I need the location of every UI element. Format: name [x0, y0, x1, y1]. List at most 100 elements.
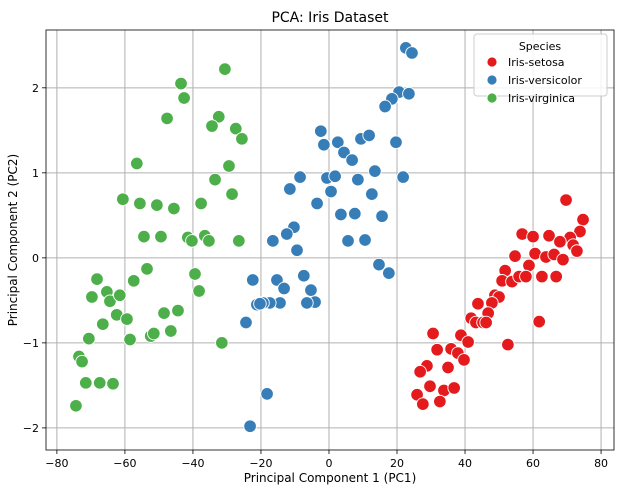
data-point-iris-virginica: [232, 234, 246, 248]
data-point-iris-setosa: [573, 224, 587, 239]
legend-marker: [486, 56, 498, 68]
data-point-iris-versicolor: [365, 187, 379, 201]
x-tick-label: −80: [45, 457, 68, 470]
data-point-iris-setosa: [447, 381, 461, 395]
legend-entry: Iris-versicolor: [508, 74, 582, 87]
data-point-iris-virginica: [174, 76, 188, 91]
data-point-iris-versicolor: [239, 315, 253, 330]
y-tick-label: 2: [32, 82, 39, 95]
data-point-iris-virginica: [202, 234, 216, 248]
data-point-iris-versicolor: [317, 138, 331, 152]
data-point-iris-virginica: [147, 326, 161, 341]
data-point-iris-versicolor: [297, 268, 311, 283]
y-tick-label: −1: [23, 337, 39, 350]
data-point-iris-virginica: [205, 119, 219, 133]
data-point-iris-virginica: [103, 294, 117, 308]
data-point-iris-virginica: [225, 187, 239, 201]
data-point-iris-versicolor: [334, 207, 348, 222]
data-point-iris-setosa: [501, 337, 515, 352]
data-point-iris-versicolor: [246, 273, 260, 287]
x-tick-label: −20: [249, 457, 272, 470]
data-point-iris-versicolor: [253, 297, 267, 311]
data-point-iris-virginica: [194, 196, 208, 211]
data-point-iris-versicolor: [293, 170, 307, 184]
legend-entry: Iris-virginica: [508, 92, 575, 105]
y-tick-label: −2: [23, 422, 39, 435]
data-point-iris-setosa: [423, 379, 437, 393]
data-point-iris-virginica: [123, 332, 137, 347]
data-point-iris-setosa: [457, 353, 471, 367]
data-point-iris-virginica: [127, 274, 141, 288]
legend-title: Species: [519, 40, 562, 53]
data-point-iris-versicolor: [372, 257, 386, 272]
data-point-iris-virginica: [85, 290, 99, 304]
data-point-iris-setosa: [526, 229, 540, 244]
data-point-iris-virginica: [120, 312, 134, 326]
x-tick-label: 60: [526, 457, 540, 470]
data-point-iris-virginica: [106, 376, 120, 391]
y-tick-label: 0: [32, 252, 39, 265]
data-point-iris-versicolor: [310, 196, 324, 211]
x-tick-label: −40: [181, 457, 204, 470]
legend-marker: [486, 92, 498, 104]
data-point-iris-virginica: [82, 331, 96, 346]
data-point-iris-setosa: [508, 249, 522, 263]
data-point-iris-virginica: [188, 267, 202, 281]
data-point-iris-virginica: [160, 111, 174, 126]
data-point-iris-virginica: [171, 303, 185, 318]
data-point-iris-setosa: [416, 397, 430, 411]
data-point-iris-setosa: [433, 394, 447, 409]
data-point-iris-virginica: [140, 262, 154, 276]
data-point-iris-virginica: [235, 132, 249, 146]
data-point-iris-versicolor: [348, 206, 362, 221]
chart-title: PCA: Iris Dataset: [271, 10, 389, 26]
data-point-iris-setosa: [576, 212, 590, 227]
x-tick-label: 40: [458, 457, 472, 470]
data-point-iris-versicolor: [402, 87, 416, 101]
data-point-iris-setosa: [542, 228, 556, 243]
data-point-iris-virginica: [96, 317, 110, 331]
data-point-iris-versicolor: [405, 46, 419, 60]
data-point-iris-virginica: [90, 272, 104, 286]
data-point-iris-versicolor: [345, 153, 359, 167]
data-point-iris-setosa: [426, 326, 440, 341]
data-point-iris-versicolor: [290, 243, 304, 257]
data-point-iris-setosa: [519, 269, 533, 284]
data-point-iris-versicolor: [266, 234, 280, 248]
data-point-iris-virginica: [229, 121, 243, 136]
data-point-iris-versicolor: [300, 296, 314, 310]
data-point-iris-virginica: [222, 159, 236, 173]
data-point-iris-virginica: [167, 201, 181, 216]
data-point-iris-setosa: [441, 360, 455, 375]
x-tick-label: 20: [390, 457, 404, 470]
data-point-iris-versicolor: [368, 164, 382, 178]
legend-marker: [486, 74, 498, 86]
data-point-iris-setosa: [461, 335, 475, 349]
data-point-iris-versicolor: [280, 227, 294, 241]
data-point-iris-virginica: [215, 336, 229, 350]
x-axis-label: Principal Component 1 (PC1): [244, 471, 417, 485]
data-point-iris-versicolor: [389, 135, 403, 149]
data-point-iris-virginica: [192, 284, 206, 298]
data-point-iris-versicolor: [331, 135, 345, 149]
data-point-iris-virginica: [116, 192, 130, 206]
data-point-iris-versicolor: [314, 124, 328, 138]
data-point-iris-setosa: [549, 269, 563, 284]
data-point-iris-virginica: [92, 376, 107, 390]
data-point-iris-versicolor: [324, 184, 338, 199]
legend-entry: Iris-setosa: [508, 56, 565, 69]
x-tick-label: 80: [594, 457, 608, 470]
data-point-iris-virginica: [75, 354, 89, 369]
legend: Species Iris-setosa Iris-versicolor Iris-v…: [473, 33, 608, 105]
data-point-iris-versicolor: [358, 233, 372, 247]
data-point-iris-versicolor: [375, 209, 389, 223]
data-point-iris-versicolor: [341, 234, 355, 248]
data-point-iris-virginica: [69, 399, 83, 413]
data-point-iris-virginica: [185, 234, 199, 248]
data-point-iris-setosa: [559, 193, 573, 207]
data-point-iris-virginica: [208, 172, 222, 187]
data-point-iris-virginica: [79, 376, 93, 390]
data-point-iris-virginica: [212, 109, 226, 124]
data-point-iris-virginica: [218, 62, 232, 76]
